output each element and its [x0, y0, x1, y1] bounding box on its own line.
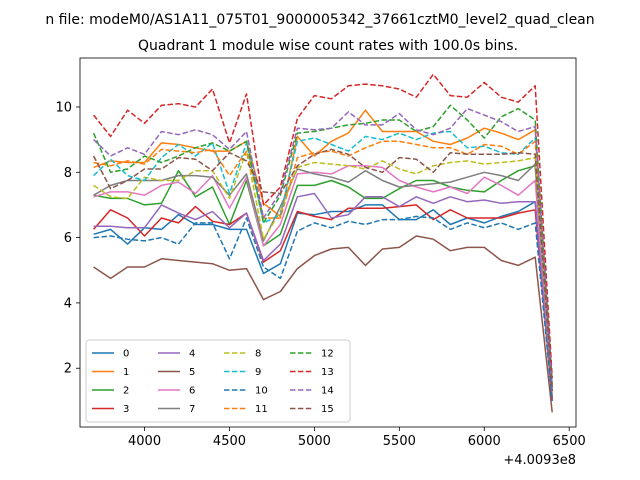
series-line-2: [93, 165, 553, 392]
x-tick-label: 5000: [298, 434, 331, 449]
series-layer: [92, 73, 553, 413]
series-line-1: [93, 109, 553, 398]
series-line-8: [93, 150, 553, 388]
x-tick-label: 6000: [468, 434, 501, 449]
legend-label-15: 15: [321, 404, 334, 415]
series-line-12: [92, 104, 553, 385]
legend-label-8: 8: [255, 349, 261, 360]
legend-label-10: 10: [255, 386, 268, 397]
series-line-5: [93, 235, 553, 413]
legend-label-5: 5: [189, 367, 195, 378]
legend-label-13: 13: [321, 367, 334, 378]
y-tick-label: 2: [64, 362, 72, 377]
y-tick-label: 8: [64, 166, 72, 181]
legend-label-2: 2: [123, 386, 129, 397]
legend-label-11: 11: [255, 404, 268, 415]
x-tick-label: 4500: [213, 434, 246, 449]
series-line-15: [92, 148, 553, 392]
legend-label-4: 4: [189, 349, 195, 360]
series-line-7: [93, 163, 553, 392]
x-tick-label: 6500: [553, 434, 586, 449]
legend-label-0: 0: [123, 349, 129, 360]
legend-label-3: 3: [123, 404, 129, 415]
x-axis-offset-label: +4.0093e8: [503, 453, 576, 468]
legend-label-7: 7: [189, 404, 195, 415]
chart-title: Quadrant 1 module wise count rates with …: [138, 38, 518, 54]
series-line-9: [93, 130, 553, 382]
figure-suptitle: n file: modeM0/AS1A11_075T01_9000005342_…: [45, 12, 594, 28]
legend-box: [85, 339, 351, 423]
series-line-4: [93, 192, 553, 398]
series-line-10: [93, 215, 553, 401]
y-tick-label: 10: [55, 100, 72, 115]
legend-label-6: 6: [189, 386, 195, 397]
legend-label-14: 14: [321, 386, 334, 397]
series-line-6: [93, 165, 553, 392]
x-tick-label: 4000: [128, 434, 161, 449]
axes-frame: [79, 57, 577, 428]
legend-label-12: 12: [321, 349, 334, 360]
y-tick-label: 4: [64, 296, 72, 311]
y-tick-label: 6: [64, 231, 72, 246]
x-tick-label: 5500: [383, 434, 416, 449]
series-line-0: [93, 200, 553, 401]
series-line-11: [93, 140, 553, 388]
legend-label-1: 1: [123, 367, 129, 378]
legend-label-9: 9: [255, 367, 261, 378]
series-line-14: [93, 107, 553, 388]
series-line-3: [93, 204, 553, 400]
series-line-13: [93, 73, 553, 379]
